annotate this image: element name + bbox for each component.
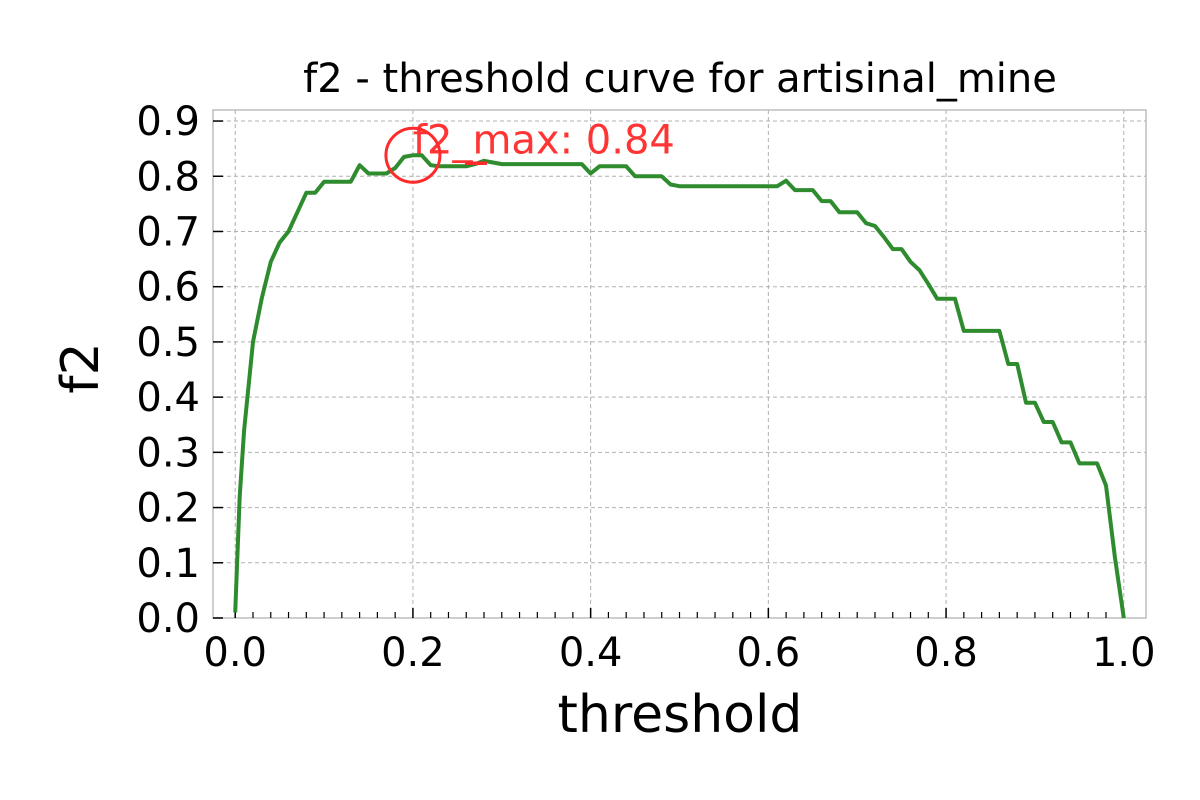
x-axis-label: threshold — [558, 685, 803, 745]
x-tick-label: 0.6 — [737, 630, 801, 676]
axis-ticks: 0.0 0.2 0.4 0.6 0.8 1.00.00.10.20.30.40.50.60… — [136, 99, 1155, 676]
chart-title: f2 - threshold curve for artisinal_mine — [303, 56, 1057, 102]
y-tick-label: 0.1 — [136, 541, 200, 587]
y-tick-label: 0.9 — [136, 99, 200, 145]
y-tick-label: 0.8 — [136, 154, 200, 200]
y-tick-label: 0.5 — [136, 320, 200, 366]
x-tick-label: 1.0 — [1092, 630, 1156, 676]
y-axis-label: f2 — [51, 342, 111, 393]
series-layer — [233, 153, 1126, 619]
y-tick-label: 0.4 — [136, 375, 200, 421]
annotation-layer: f2_max: 0.84 — [384, 117, 675, 184]
x-tick-label: 0.4 — [559, 630, 623, 676]
y-tick-label: 0.6 — [136, 265, 200, 311]
max-annotation-label: f2_max: 0.84 — [413, 117, 675, 163]
y-tick-label: 0.7 — [136, 209, 200, 255]
y-tick-label: 0.0 — [136, 596, 200, 642]
x-tick-label: 0.0 — [203, 630, 267, 676]
y-tick-label: 0.2 — [136, 486, 200, 532]
f2-curve — [233, 153, 1126, 619]
x-tick-label: 0.2 — [381, 630, 445, 676]
y-tick-label: 0.3 — [136, 430, 200, 476]
max-marker-circle — [384, 126, 442, 184]
x-tick-label: 0.8 — [914, 630, 978, 676]
